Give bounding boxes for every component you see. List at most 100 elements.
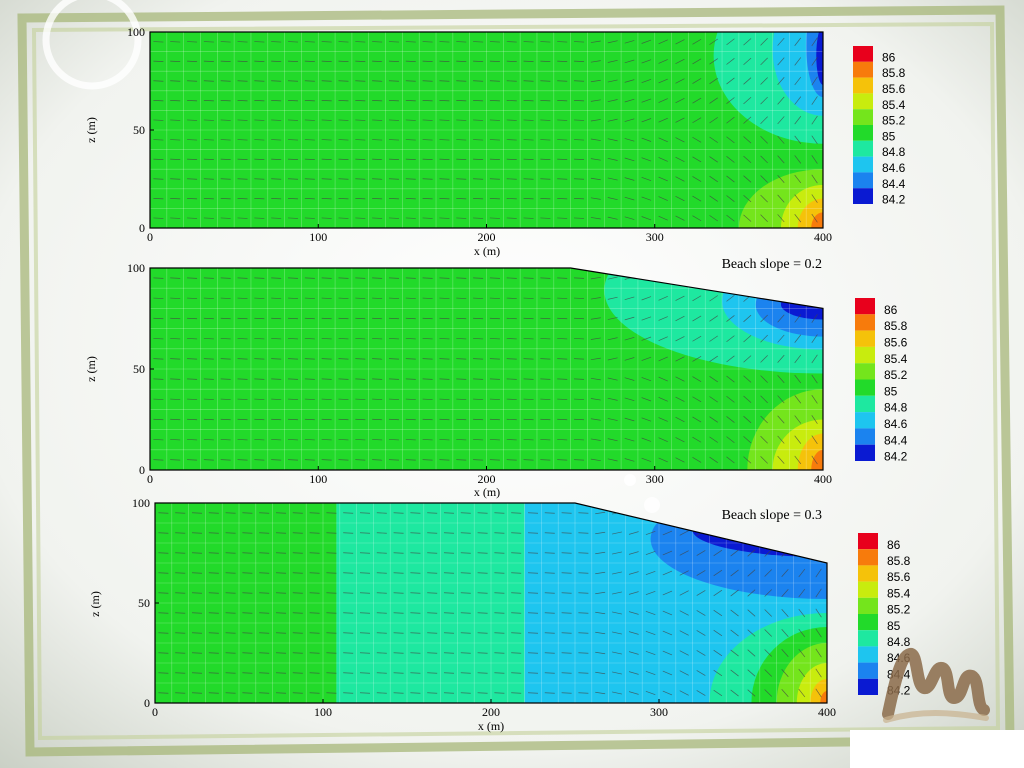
velocity-arrow (692, 195, 702, 202)
velocity-arrow (743, 355, 752, 363)
velocity-arrow (777, 395, 785, 404)
velocity-arrow (747, 649, 756, 657)
y-tick-label: 100 (127, 261, 145, 275)
velocity-arrow (764, 669, 772, 677)
colorbar-swatch (853, 156, 873, 173)
colorbar-label: 84.4 (882, 177, 906, 191)
velocity-arrow (658, 376, 668, 382)
velocity-arrow (628, 531, 639, 535)
velocity-arrow (777, 314, 785, 323)
velocity-arrow (726, 395, 735, 403)
x-tick-label: 200 (478, 472, 496, 486)
velocity-arrow (798, 608, 806, 618)
velocity-arrow (743, 116, 752, 124)
velocity-arrow (662, 610, 673, 616)
colorbar-swatch (858, 597, 878, 614)
velocity-arrow (645, 630, 656, 636)
velocity-arrow (794, 135, 802, 144)
velocity-arrow (675, 437, 685, 443)
velocity-arrow (777, 375, 785, 384)
velocity-arrow (675, 58, 685, 64)
velocity-arrow (641, 59, 652, 64)
velocity-arrow (641, 397, 652, 402)
velocity-arrow (692, 416, 702, 423)
velocity-arrow (595, 571, 606, 575)
colorbar-label: 84.2 (882, 193, 906, 207)
chart-panel-slope-03: 0 100 200 300 400 0 50 100 86 85.8 85.6 85.4 85.2 85 8… (0, 495, 1024, 735)
velocity-arrow (590, 418, 601, 421)
colorbar-swatch (855, 330, 875, 347)
velocity-arrow (747, 569, 756, 577)
velocity-arrow (709, 58, 718, 65)
velocity-arrow (607, 118, 618, 122)
velocity-arrows (158, 511, 822, 698)
velocity-arrow (777, 77, 785, 85)
velocity-arrow (641, 457, 652, 462)
velocity-arrow (624, 98, 635, 103)
velocity-arrow (590, 458, 601, 462)
x-tick-label: 100 (314, 705, 332, 719)
velocity-arrow (696, 590, 706, 596)
velocity-arrow (607, 40, 618, 44)
velocity-arrow (743, 97, 752, 105)
y-tick-label: 100 (127, 25, 145, 39)
colorbar-swatch (853, 125, 873, 141)
velocity-arrow (777, 415, 785, 424)
velocity-arrow (743, 195, 752, 203)
velocity-arrow (624, 79, 635, 83)
colorbar-swatch (855, 298, 875, 315)
velocity-arrow (624, 59, 635, 64)
velocity-arrow (595, 631, 606, 635)
velocity-arrow (726, 136, 735, 144)
velocity-arrow (764, 689, 772, 697)
contour-region (747, 389, 823, 470)
velocity-arrow (662, 530, 673, 536)
colorbar-label: 86 (884, 303, 898, 317)
velocity-arrow (612, 631, 622, 635)
chart-slope-03: 0 100 200 300 400 0 50 100 86 85.8 85.6 85.4 85.2 85 8… (88, 496, 911, 733)
velocity-arrow (760, 57, 768, 66)
velocity-arrow (662, 630, 673, 636)
velocity-arrow (612, 591, 622, 595)
velocity-arrow (811, 334, 818, 344)
velocity-arrow (777, 435, 785, 444)
velocity-arrow (696, 550, 706, 556)
velocity-arrow (675, 117, 685, 123)
velocity-arrow (658, 356, 668, 362)
velocity-arrow (743, 175, 752, 183)
velocity-arrow (794, 57, 802, 66)
colorbar-swatch (853, 46, 873, 62)
y-tick-label: 0 (144, 696, 150, 710)
velocity-arrow (743, 456, 752, 464)
velocity-arrow (624, 216, 635, 220)
contour-region (780, 184, 823, 228)
colorbar-label: 85 (882, 129, 896, 143)
velocity-arrow (692, 136, 702, 143)
velocity-arrow (607, 337, 618, 341)
x-tick-label: 300 (650, 705, 668, 719)
colorbar-swatch (858, 646, 878, 663)
velocity-arrow (811, 155, 818, 164)
contour-region (796, 663, 827, 703)
velocity-arrow (641, 39, 652, 44)
colorbar-label: 84.6 (884, 417, 908, 431)
velocity-arrow (662, 550, 673, 556)
velocity-arrow (595, 551, 606, 555)
velocity-arrow (709, 38, 718, 45)
velocity-arrow (811, 37, 818, 47)
y-tick-label: 50 (133, 123, 145, 137)
velocity-arrow (794, 374, 802, 384)
velocity-arrow (645, 590, 656, 596)
velocity-arrow (709, 335, 718, 342)
velocity-arrow (726, 335, 735, 343)
velocity-arrow (628, 651, 639, 655)
colorbar-label: 85.8 (887, 554, 911, 568)
velocity-arrow (777, 175, 785, 183)
velocity-arrow (794, 214, 802, 223)
velocity-arrow (641, 216, 652, 221)
velocity-arrow (709, 77, 718, 85)
velocity-arrow (713, 669, 723, 677)
logo-mark-icon (882, 648, 990, 723)
velocity-arrow (612, 571, 622, 575)
velocity-arrow (662, 570, 673, 576)
